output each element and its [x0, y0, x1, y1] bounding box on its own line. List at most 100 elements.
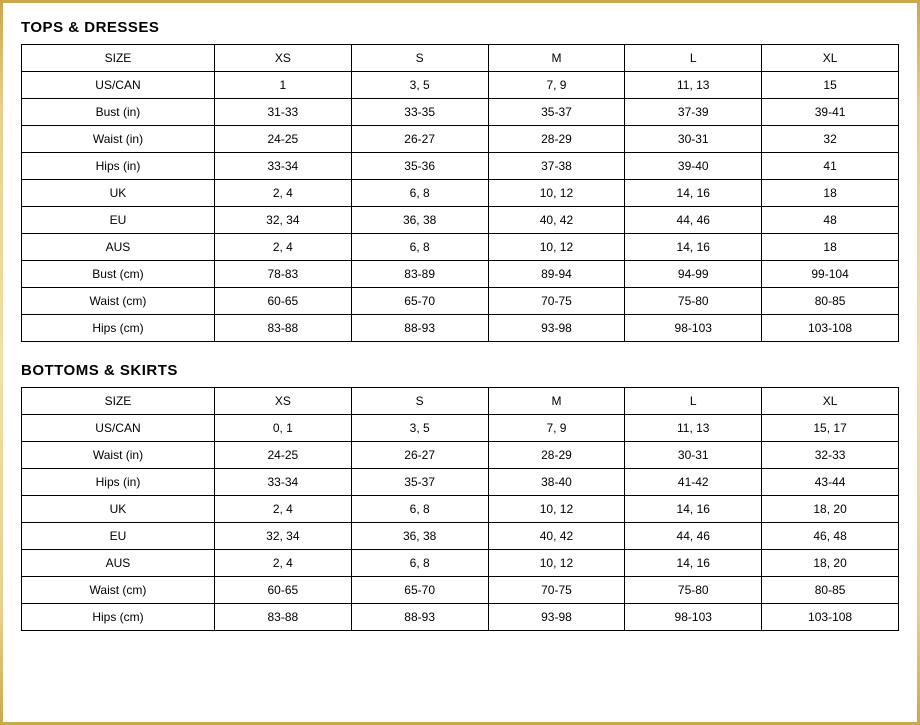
table-row: EU 32, 34 36, 38 40, 42 44, 46 46, 48 [22, 523, 899, 550]
cell: 93-98 [488, 315, 625, 342]
row-label: Hips (cm) [22, 604, 215, 631]
cell: 75-80 [625, 288, 762, 315]
table-row: Waist (cm) 60-65 65-70 70-75 75-80 80-85 [22, 288, 899, 315]
cell: 44, 46 [625, 207, 762, 234]
cell: 33-34 [214, 153, 351, 180]
cell: 35-37 [488, 99, 625, 126]
cell: 37-39 [625, 99, 762, 126]
tops-col-size: SIZE [22, 45, 215, 72]
bottoms-section-title: BOTTOMS & SKIRTS [21, 362, 899, 379]
cell: 33-34 [214, 469, 351, 496]
row-label: Waist (cm) [22, 288, 215, 315]
table-row: US/CAN 1 3, 5 7, 9 11, 13 15 [22, 72, 899, 99]
cell: 24-25 [214, 442, 351, 469]
cell: 15 [762, 72, 899, 99]
row-label: Bust (in) [22, 99, 215, 126]
cell: 65-70 [351, 577, 488, 604]
cell: 48 [762, 207, 899, 234]
table-row: Hips (cm) 83-88 88-93 93-98 98-103 103-1… [22, 604, 899, 631]
cell: 83-88 [214, 604, 351, 631]
cell: 30-31 [625, 442, 762, 469]
cell: 35-37 [351, 469, 488, 496]
cell: 0, 1 [214, 415, 351, 442]
cell: 88-93 [351, 315, 488, 342]
cell: 94-99 [625, 261, 762, 288]
cell: 36, 38 [351, 523, 488, 550]
cell: 93-98 [488, 604, 625, 631]
cell: 83-89 [351, 261, 488, 288]
cell: 36, 38 [351, 207, 488, 234]
table-row: UK 2, 4 6, 8 10, 12 14, 16 18 [22, 180, 899, 207]
cell: 10, 12 [488, 180, 625, 207]
table-row: Hips (in) 33-34 35-36 37-38 39-40 41 [22, 153, 899, 180]
size-chart-container: TOPS & DRESSES SIZE XS S M L XL US/CAN 1… [3, 3, 917, 722]
cell: 98-103 [625, 315, 762, 342]
cell: 39-41 [762, 99, 899, 126]
cell: 11, 13 [625, 72, 762, 99]
cell: 3, 5 [351, 415, 488, 442]
cell: 14, 16 [625, 496, 762, 523]
cell: 60-65 [214, 288, 351, 315]
tops-body: US/CAN 1 3, 5 7, 9 11, 13 15 Bust (in) 3… [22, 72, 899, 342]
cell: 26-27 [351, 442, 488, 469]
cell: 44, 46 [625, 523, 762, 550]
cell: 70-75 [488, 288, 625, 315]
cell: 7, 9 [488, 415, 625, 442]
cell: 1 [214, 72, 351, 99]
cell: 6, 8 [351, 550, 488, 577]
cell: 65-70 [351, 288, 488, 315]
row-label: UK [22, 496, 215, 523]
cell: 11, 13 [625, 415, 762, 442]
cell: 38-40 [488, 469, 625, 496]
table-row: Bust (cm) 78-83 83-89 89-94 94-99 99-104 [22, 261, 899, 288]
cell: 41 [762, 153, 899, 180]
row-label: Waist (in) [22, 442, 215, 469]
row-label: EU [22, 523, 215, 550]
cell: 80-85 [762, 577, 899, 604]
row-label: AUS [22, 234, 215, 261]
cell: 88-93 [351, 604, 488, 631]
bottoms-col-xl: XL [762, 388, 899, 415]
row-label: AUS [22, 550, 215, 577]
cell: 83-88 [214, 315, 351, 342]
row-label: Waist (in) [22, 126, 215, 153]
table-row: Waist (in) 24-25 26-27 28-29 30-31 32 [22, 126, 899, 153]
bottoms-size-table: SIZE XS S M L XL US/CAN 0, 1 3, 5 7, 9 1… [21, 387, 899, 631]
cell: 89-94 [488, 261, 625, 288]
cell: 2, 4 [214, 180, 351, 207]
cell: 46, 48 [762, 523, 899, 550]
cell: 10, 12 [488, 550, 625, 577]
bottoms-col-m: M [488, 388, 625, 415]
bottoms-col-s: S [351, 388, 488, 415]
tops-section-title: TOPS & DRESSES [21, 19, 899, 36]
cell: 28-29 [488, 126, 625, 153]
tops-col-xs: XS [214, 45, 351, 72]
cell: 75-80 [625, 577, 762, 604]
cell: 10, 12 [488, 234, 625, 261]
tops-col-xl: XL [762, 45, 899, 72]
cell: 2, 4 [214, 234, 351, 261]
tops-size-table: SIZE XS S M L XL US/CAN 1 3, 5 7, 9 11, … [21, 44, 899, 342]
row-label: Bust (cm) [22, 261, 215, 288]
table-row: EU 32, 34 36, 38 40, 42 44, 46 48 [22, 207, 899, 234]
cell: 26-27 [351, 126, 488, 153]
row-label: Hips (in) [22, 153, 215, 180]
row-label: EU [22, 207, 215, 234]
row-label: UK [22, 180, 215, 207]
cell: 28-29 [488, 442, 625, 469]
bottoms-col-size: SIZE [22, 388, 215, 415]
table-row: Waist (cm) 60-65 65-70 70-75 75-80 80-85 [22, 577, 899, 604]
cell: 41-42 [625, 469, 762, 496]
cell: 37-38 [488, 153, 625, 180]
cell: 39-40 [625, 153, 762, 180]
cell: 15, 17 [762, 415, 899, 442]
cell: 78-83 [214, 261, 351, 288]
cell: 43-44 [762, 469, 899, 496]
table-row: Waist (in) 24-25 26-27 28-29 30-31 32-33 [22, 442, 899, 469]
cell: 6, 8 [351, 496, 488, 523]
cell: 33-35 [351, 99, 488, 126]
cell: 18, 20 [762, 550, 899, 577]
row-label: Waist (cm) [22, 577, 215, 604]
cell: 14, 16 [625, 234, 762, 261]
cell: 103-108 [762, 315, 899, 342]
